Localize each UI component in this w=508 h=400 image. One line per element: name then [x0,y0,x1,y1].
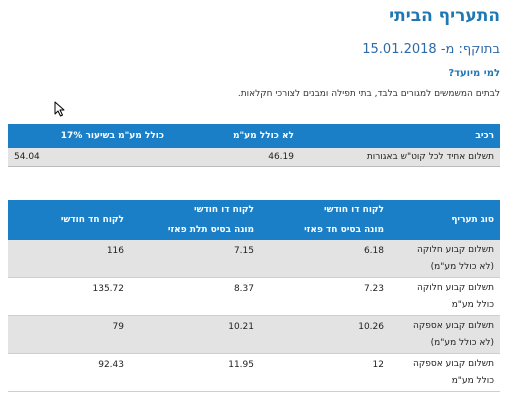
row-label-line: כולל מע"מ [451,299,494,310]
header-bimonthly-single-phase: לקוח דו חודשי מונה בסיס חד פאזי [260,200,390,240]
header-line: לקוח חד חודשי [60,215,124,225]
header-line: מונה בסיס תלת פאזי [167,225,254,235]
audience-text: לבתים המשמשים למגורים בלבד, בתי תפילה ומ… [237,89,500,99]
row-label-line: תשלום קבוע אספקה [413,320,494,331]
header-line: מונה בסיס חד פאזי [304,225,384,235]
header-line: לקוח דו חודשי [323,205,384,215]
header-monthly: לקוח חד חודשי [8,200,130,240]
bimonthly-single-phase-value: 12 [260,353,390,392]
header-tariff-type: סוג תעריף [390,200,500,240]
row-label: תשלום אחיד לכל קוט"ש באגורות [300,148,500,167]
incl-vat-value: 54.04 [8,148,170,167]
monthly-value: 116 [8,240,130,278]
monthly-value: 92.43 [8,353,130,392]
table-header-row: סוג תעריף לקוח דו חודשי מונה בסיס חד פאז… [8,200,500,240]
row-label-line: תשלום קבוע חלוקה [417,282,494,293]
row-label-line: (לא כולל מע"מ) [430,261,494,272]
row-label: תשלום קבוע אספקה כולל מע"מ [390,353,500,392]
table-row: תשלום אחיד לכל קוט"ש באגורות 46.19 54.04 [8,148,500,167]
row-label: תשלום קבוע חלוקה כולל מע"מ [390,277,500,316]
monthly-value: 135.72 [8,277,130,316]
table-row: תשלום קבוע חלוקה (לא כולל מע"מ) 6.18 7.1… [8,240,500,278]
bimonthly-three-phase-value: 11.95 [130,353,260,392]
table-row: תשלום קבוע אספקה (לא כולל מע"מ) 10.26 10… [8,315,500,354]
bimonthly-single-phase-value: 7.23 [260,277,390,316]
valid-from-text: בתוקף: מ- 15.01.2018 [362,42,500,57]
header-incl-vat: כולל מע"מ בשיעור 17% [8,124,170,148]
table-row: תשלום קבוע אספקה כולל מע"מ 12 11.95 92.4… [8,353,500,392]
bimonthly-single-phase-value: 6.18 [260,240,390,278]
fixed-charges-table: סוג תעריף לקוח דו חודשי מונה בסיס חד פאז… [8,200,500,392]
bimonthly-three-phase-value: 10.21 [130,315,260,354]
bimonthly-three-phase-value: 7.15 [130,240,260,278]
header-line: לקוח דו חודשי [193,205,254,215]
bimonthly-single-phase-value: 10.26 [260,315,390,354]
excl-vat-value: 46.19 [170,148,300,167]
mouse-pointer-icon [54,101,65,117]
row-label-line: כולל מע"מ [451,375,494,386]
table-row: תשלום קבוע חלוקה כולל מע"מ 7.23 8.37 135… [8,277,500,316]
row-label-line: תשלום קבוע חלוקה [417,244,494,255]
page-title: התעריף הביתי [389,6,500,26]
bimonthly-three-phase-value: 8.37 [130,277,260,316]
audience-question: למי מיועד? [448,68,500,79]
header-tariff-type-label: סוג תעריף [451,215,494,225]
row-label-line: תשלום קבוע אספקה [413,358,494,369]
row-label-line: (לא כולל מע"מ) [430,337,494,348]
header-component: רכיב [300,124,500,148]
component-price-table: רכיב לא כולל מע"מ כולל מע"מ בשיעור 17% ת… [8,124,500,167]
row-label: תשלום קבוע אספקה (לא כולל מע"מ) [390,315,500,354]
table-header-row: רכיב לא כולל מע"מ כולל מע"מ בשיעור 17% [8,124,500,148]
header-excl-vat: לא כולל מע"מ [170,124,300,148]
row-label: תשלום קבוע חלוקה (לא כולל מע"מ) [390,240,500,278]
header-bimonthly-three-phase: לקוח דו חודשי מונה בסיס תלת פאזי [130,200,260,240]
monthly-value: 79 [8,315,130,354]
